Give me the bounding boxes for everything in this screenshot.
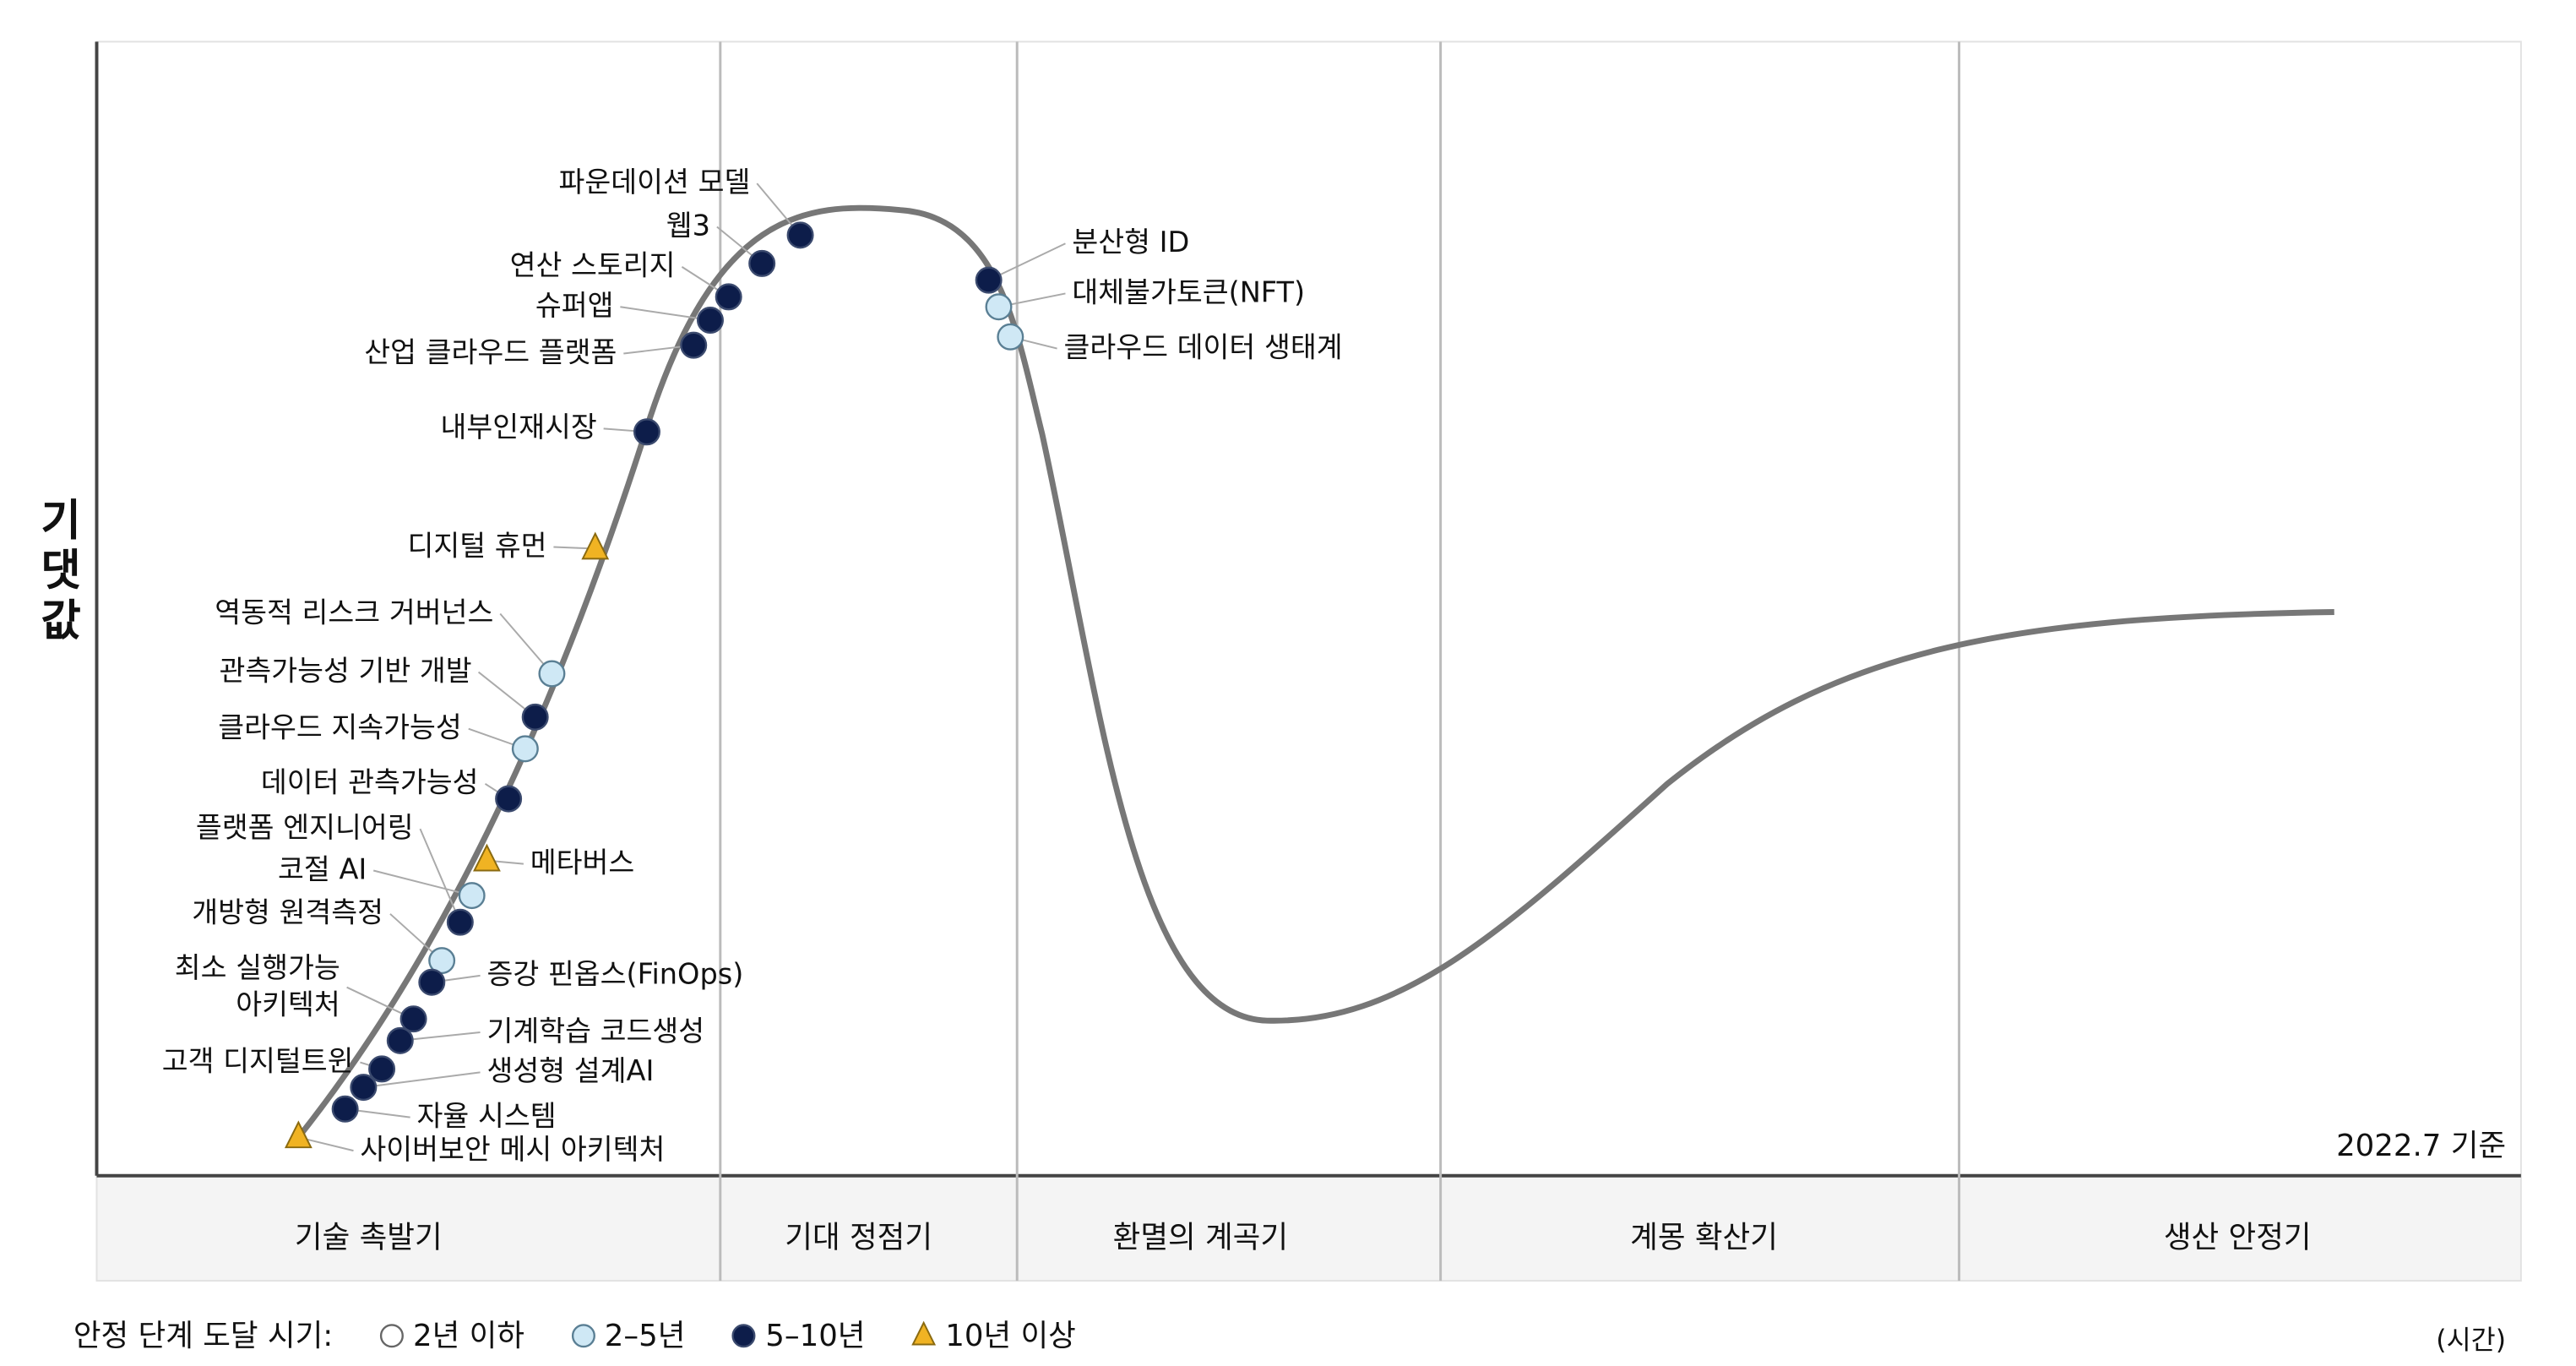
- technology-label: 메타버스: [530, 846, 635, 881]
- technology-marker: [399, 1005, 427, 1033]
- phase-band: [96, 1175, 2521, 1282]
- leader-line: [620, 306, 711, 322]
- legend-label: 5–10년: [765, 1319, 866, 1354]
- technology-label: 내부인재시장: [440, 411, 597, 446]
- technology-marker: [521, 703, 549, 731]
- technology-label: 증강 핀옵스(FinOps): [486, 959, 744, 993]
- technology-label: 코절 AI: [278, 853, 367, 888]
- legend-item: 10년 이상: [909, 1313, 1076, 1356]
- markers: [284, 182, 1066, 1152]
- x-axis-label: (시간): [2436, 1324, 2507, 1356]
- technology-marker: [786, 221, 814, 249]
- technology-label: 연산 스토리지: [509, 250, 676, 284]
- legend-symbol: [571, 1324, 595, 1348]
- technology-marker: [696, 307, 724, 335]
- phase-label: 생산 안정기: [2163, 1221, 2312, 1256]
- legend: 안정 단계 도달 시기: 2년 이하 2–5년 5–10년 10년 이상: [73, 1313, 1076, 1356]
- technology-marker: [473, 843, 501, 872]
- technology-label: 최소 실행가능 아키텍처: [174, 952, 340, 1023]
- technology-label: 파운데이션 모델: [558, 166, 751, 200]
- technology-marker: [418, 968, 446, 996]
- technology-marker: [680, 331, 708, 359]
- technology-label: 대체불가토큰(NFT): [1072, 276, 1306, 311]
- legend-marker: [571, 1324, 595, 1348]
- legend-symbol: [911, 1320, 937, 1346]
- technology-marker: [284, 1120, 312, 1149]
- legend-symbol: [379, 1324, 404, 1348]
- as-of-date: 2022.7 기준: [2336, 1129, 2507, 1164]
- technology-marker: [997, 323, 1024, 351]
- technology-label: 고객 디지털트윈: [161, 1045, 354, 1080]
- leader-line: [988, 242, 1066, 281]
- legend-label: 10년 이상: [945, 1319, 1076, 1354]
- technology-label: 개방형 원격측정: [192, 897, 384, 931]
- technology-marker: [985, 293, 1013, 321]
- phase-dividers: [719, 41, 1961, 1282]
- technology-marker: [368, 1055, 396, 1083]
- technology-label: 분산형 ID: [1072, 226, 1190, 260]
- legend-marker: [731, 1324, 756, 1348]
- phase-label: 계몽 확산기: [1630, 1221, 1778, 1256]
- technology-marker: [428, 947, 456, 975]
- technology-marker: [446, 908, 474, 936]
- legend-marker: [911, 1320, 937, 1346]
- technology-marker: [975, 266, 1003, 294]
- technology-marker: [458, 882, 486, 910]
- technology-marker: [581, 531, 610, 560]
- technology-label: 자율 시스템: [416, 1100, 557, 1135]
- phase-label: 환멸의 계곡기: [1112, 1221, 1289, 1256]
- legend-item: 2년 이하: [377, 1313, 524, 1356]
- legend-label: 2년 이하: [413, 1319, 525, 1354]
- technology-label: 슈퍼앱: [535, 290, 614, 324]
- technology-label: 역동적 리스크 거버넌스: [215, 596, 494, 631]
- technology-label: 사이버보안 메시 아키텍처: [360, 1134, 666, 1167]
- leader-line: [372, 869, 472, 897]
- technology-marker: [511, 735, 539, 763]
- technology-marker: [633, 418, 660, 446]
- technology-marker: [748, 249, 776, 277]
- leader-line: [419, 828, 461, 923]
- technology-label: 데이터 관측가능성: [260, 767, 479, 801]
- technology-marker: [495, 785, 523, 813]
- technology-label: 플랫폼 엔지니어링: [195, 812, 414, 846]
- legend-symbol: [731, 1324, 756, 1348]
- technology-label: 웹3: [666, 210, 710, 244]
- technology-marker: [350, 1074, 378, 1102]
- leader-line: [363, 1071, 481, 1089]
- legend-item: 2–5년: [568, 1313, 685, 1356]
- technology-marker: [331, 1095, 359, 1123]
- technology-marker: [715, 283, 742, 311]
- technology-label: 디지털 휴먼: [407, 530, 547, 564]
- hype-curve: [296, 204, 2334, 1140]
- legend-label: 2–5년: [604, 1319, 686, 1354]
- technology-label: 클라우드 지속가능성: [218, 711, 462, 746]
- technology-label: 클라우드 데이터 생태계: [1063, 331, 1343, 366]
- legend-item: 5–10년: [729, 1313, 866, 1356]
- phase-label: 기대 정점기: [785, 1221, 933, 1256]
- phase-label: 기술 촉발기: [294, 1221, 443, 1256]
- technology-label: 기계학습 코드생성: [486, 1015, 705, 1049]
- y-axis-label: 기댓값: [31, 497, 82, 647]
- technology-marker: [538, 660, 566, 688]
- technology-label: 관측가능성 기반 개발: [219, 655, 472, 689]
- technology-label: 생성형 설계AI: [486, 1055, 655, 1090]
- technology-label: 산업 클라우드 플랫폼: [364, 336, 617, 371]
- legend-title: 안정 단계 도달 시기:: [73, 1319, 334, 1354]
- technology-marker: [386, 1026, 414, 1054]
- legend-marker: [379, 1324, 404, 1348]
